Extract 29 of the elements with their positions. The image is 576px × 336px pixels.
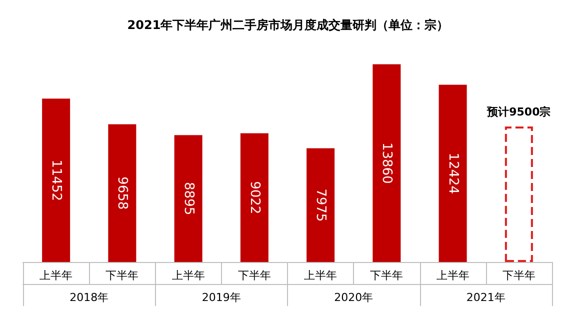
- text: 2018年: [70, 291, 109, 304]
- x-tick-label: 下半年: [106, 269, 139, 282]
- x-tick-label: 上半年: [172, 269, 205, 282]
- x-tick-label: 下半年: [502, 269, 536, 282]
- data-label: 8895: [180, 182, 196, 216]
- x-tick-label: 下半年: [238, 269, 271, 282]
- bar: [174, 135, 202, 262]
- data-label: 13860: [379, 142, 394, 184]
- data-label: 12424: [445, 152, 460, 194]
- x-tick-label: 下半年: [370, 269, 404, 282]
- bar: [42, 98, 70, 262]
- text: 2020年: [334, 291, 374, 304]
- x-tick-label: 上半年: [40, 269, 73, 282]
- x-tick-label: 上半年: [436, 269, 470, 282]
- bar: [240, 133, 268, 262]
- bar: [438, 84, 467, 262]
- data-label: 9658: [114, 176, 130, 210]
- bar: [504, 126, 533, 262]
- data-label: 9022: [246, 181, 262, 214]
- chart-title: 2021年下半年广州二手房市场月度成交量研判（单位：宗）: [127, 18, 449, 32]
- data-label: 11452: [48, 160, 64, 201]
- bar: [372, 64, 401, 262]
- x-tick-label: 上半年: [304, 269, 338, 282]
- text: 2019年: [202, 291, 241, 304]
- bar: [108, 124, 136, 262]
- text: 2021年: [466, 291, 506, 304]
- data-label: 7975: [313, 188, 328, 222]
- bar: [306, 148, 335, 262]
- annotation: 预计9500宗: [486, 105, 551, 118]
